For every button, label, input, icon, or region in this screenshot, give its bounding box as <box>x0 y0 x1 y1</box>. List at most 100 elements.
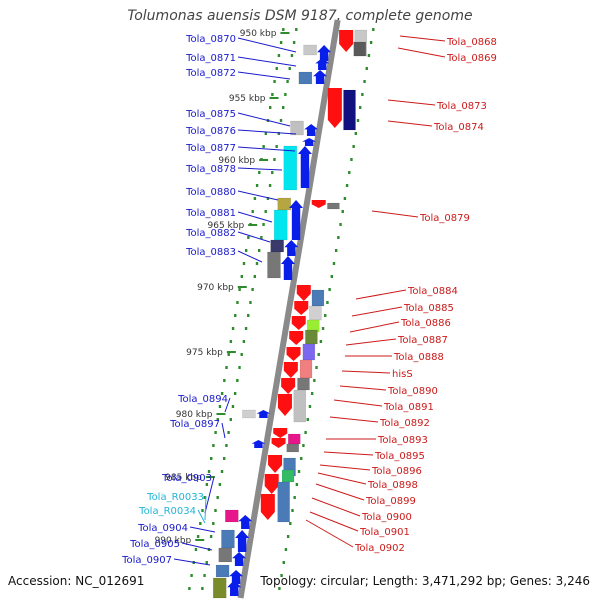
reverse-gene-arrow <box>260 494 275 520</box>
accession-label: Accession: NC_012691 <box>8 574 145 588</box>
forward-ring-dot <box>216 496 219 499</box>
gene-leader-line <box>237 37 297 53</box>
forward-gene-arrow <box>304 124 319 136</box>
reverse-ring-dot <box>297 470 301 473</box>
reverse-gene-bar <box>297 377 310 391</box>
reverse-gene-arrow <box>291 316 306 330</box>
reverse-gene-arrow <box>289 331 304 345</box>
gene-label-left: Tola_0894 <box>177 394 228 405</box>
reverse-ring-dot <box>304 431 307 434</box>
reverse-gene-arrow <box>268 455 283 473</box>
forward-ring-dot <box>244 327 248 330</box>
reverse-ring-dot <box>352 145 355 148</box>
gene-label-left: Tola_R0033 <box>146 492 204 503</box>
gene-label-right: Tola_0868 <box>446 37 497 48</box>
gene-leader-line <box>237 129 297 135</box>
reverse-gene-arrow <box>283 362 298 378</box>
ruler-dot <box>271 93 274 96</box>
gene-leader-line <box>387 120 433 127</box>
forward-gene-arrow <box>313 70 328 84</box>
ruler-dot <box>253 197 257 200</box>
reverse-ring-dot <box>367 54 371 57</box>
ruler-dot <box>199 522 202 525</box>
forward-gene-arrow <box>238 515 253 529</box>
gene-leader-line <box>397 47 446 58</box>
gene-label-right: Tola_0890 <box>387 386 438 397</box>
ruler-dot <box>223 379 226 382</box>
ruler-dot <box>264 132 268 135</box>
gene-label-right: Tola_0869 <box>446 53 497 64</box>
forward-ring-dot <box>205 561 208 564</box>
gene-label-left: Tola_0881 <box>185 208 236 219</box>
reverse-ring-dot <box>326 301 329 304</box>
forward-ring-dot <box>295 28 298 31</box>
reverse-gene-arrow <box>277 394 292 416</box>
gene-leader-line <box>237 71 291 80</box>
reverse-gene-bar <box>286 443 299 453</box>
gene-label-right: Tola_0898 <box>367 480 418 491</box>
reverse-ring-dot <box>308 405 312 408</box>
forward-gene-arrow <box>317 45 332 61</box>
gene-label-left: Tola_0904 <box>137 523 188 534</box>
ruler-dot <box>203 496 206 499</box>
reverse-ring-dot <box>356 119 360 122</box>
gene-leader-line <box>371 210 419 218</box>
gene-label-right: hisS <box>392 369 413 380</box>
ruler-dot <box>210 457 213 460</box>
gene-leader-line <box>305 519 354 548</box>
ruler-dot <box>247 236 250 239</box>
reverse-gene-bar <box>353 41 367 57</box>
reverse-ring-dot <box>282 561 285 564</box>
forward-ring-dot <box>223 457 226 460</box>
forward-ring-dot <box>268 184 272 187</box>
gene-label-left: Tola_0875 <box>185 109 236 120</box>
forward-ring-dot <box>249 301 252 304</box>
gene-leader-line <box>315 483 365 501</box>
reverse-gene-arrow <box>327 88 342 128</box>
ruler-tick-label: 960 kbp <box>218 156 255 166</box>
forward-gene-bar <box>215 564 230 578</box>
forward-gene-bar <box>290 120 304 136</box>
ruler-tick-label: 980 kbp <box>176 410 213 420</box>
gene-leader-line <box>351 306 403 317</box>
forward-ring-dot <box>260 236 263 239</box>
reverse-ring-dot <box>330 275 333 278</box>
forward-ring-dot <box>236 379 239 382</box>
forward-ring-dot <box>212 522 215 525</box>
forward-ring-dot <box>292 41 296 44</box>
reverse-ring-dot <box>361 93 364 96</box>
reverse-ring-dot <box>334 249 338 252</box>
gene-leader-line <box>237 211 273 223</box>
gene-leader-line <box>237 190 279 201</box>
forward-ring-dot <box>242 340 246 343</box>
ruler-dot <box>279 41 283 44</box>
ruler-tick-label: 985 kbp <box>165 473 202 483</box>
reverse-ring-dot <box>343 197 347 200</box>
reverse-gene-bar <box>327 202 340 210</box>
map-title: Tolumonas auensis DSM 9187, complete gen… <box>127 8 473 24</box>
gene-leader-line <box>319 464 371 471</box>
gene-leader-line <box>333 399 383 407</box>
reverse-ring-dot <box>324 314 327 317</box>
reverse-gene-arrow <box>296 285 311 301</box>
gene-label-left: Tola_0882 <box>185 228 236 239</box>
gene-leader-line <box>345 338 397 346</box>
forward-ring-dot <box>275 145 278 148</box>
reverse-ring-dot <box>295 483 299 486</box>
ruler-dot <box>275 67 278 70</box>
forward-ring-dot <box>251 288 254 291</box>
ruler-dot <box>240 275 243 278</box>
forward-ring-dot <box>238 366 241 369</box>
gene-leader-line <box>339 385 387 391</box>
gene-label-right: Tola_0901 <box>359 527 410 538</box>
gene-leader-line <box>173 558 211 566</box>
reverse-gene-bar <box>305 329 318 345</box>
forward-gene-bar <box>303 44 317 56</box>
forward-gene-bar <box>225 509 239 523</box>
forward-ring-dot <box>240 353 243 356</box>
forward-ring-dot <box>218 483 222 486</box>
ruler-tick-label: 955 kbp <box>229 94 266 104</box>
gene-leader-line <box>341 370 391 374</box>
ruler-dot <box>268 106 272 109</box>
